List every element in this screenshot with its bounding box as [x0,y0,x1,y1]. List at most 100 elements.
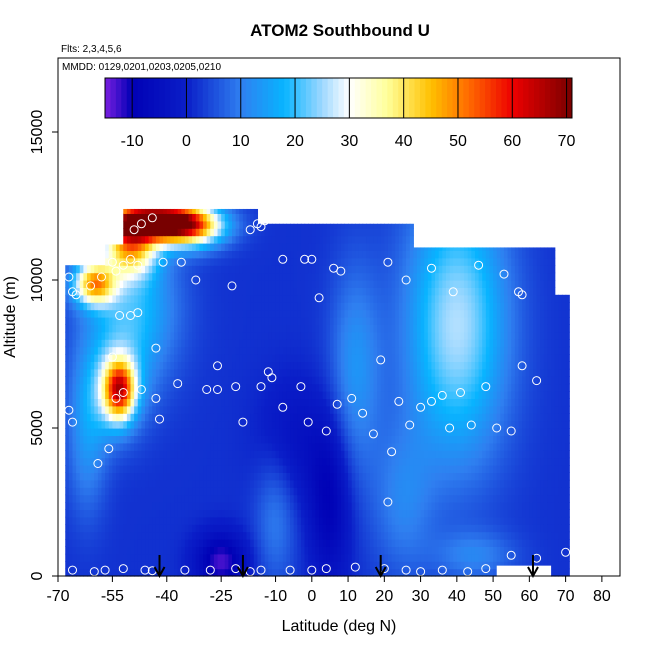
heatmap-cell [116,428,121,436]
heatmap-cell [152,568,157,577]
heatmap-cell [76,502,81,510]
heatmap-cell [123,294,128,303]
heatmap-cell [326,553,331,562]
heatmap-cell [184,561,190,570]
heatmap-cell [174,509,179,518]
heatmap-cell [181,465,186,473]
heatmap-cell [90,331,95,340]
heatmap-cell [308,368,313,377]
heatmap-cell [395,442,400,451]
heatmap-cell [177,220,182,229]
heatmap-cell [406,346,411,355]
heatmap-cell [409,413,414,422]
heatmap-cell [297,561,302,570]
heatmap-cell [402,361,407,370]
heatmap-cell [199,553,204,562]
heatmap-cell [184,339,190,348]
heatmap-cell [282,383,288,392]
heatmap-cell [290,442,295,451]
heatmap-cell [290,479,295,488]
heatmap-cell [290,223,295,229]
heatmap-cell [163,457,168,466]
heatmap-cell [166,435,171,444]
heatmap-cell [322,272,327,281]
heatmap-cell [155,294,161,303]
heatmap-cell [391,435,396,444]
heatmap-cell [228,208,233,214]
heatmap-cell [373,442,378,451]
heatmap-cell [275,235,280,244]
heatmap-cell [177,428,182,436]
heatmap-cell [362,280,367,288]
heatmap-cell [152,553,157,562]
heatmap-cell [355,391,360,399]
heatmap-cell [108,524,113,533]
heatmap-cell [351,398,356,407]
heatmap-cell [188,546,193,555]
heatmap-cell [257,405,262,414]
heatmap-cell [369,487,375,496]
heatmap-cell [253,309,259,318]
heatmap-cell [126,450,132,459]
heatmap-cell [409,465,414,473]
heatmap-cell [217,257,222,266]
heatmap-cell [409,339,414,348]
heatmap-cell [72,524,77,533]
heatmap-cell [224,487,230,496]
heatmap-cell [384,509,389,518]
heatmap-cell [366,479,371,488]
heatmap-cell [326,317,331,325]
heatmap-cell [311,361,317,370]
heatmap-cell [145,391,150,399]
heatmap-cell [87,553,92,562]
heatmap-cell [116,509,121,518]
heatmap-cell [304,509,309,518]
heatmap-cell [304,413,309,422]
heatmap-cell [232,398,237,407]
heatmap-cell [351,265,356,274]
heatmap-cell [351,339,356,348]
heatmap-cell [112,435,117,444]
heatmap-cell [286,280,291,288]
heatmap-cell [203,317,208,325]
heatmap-cell [351,324,356,333]
heatmap-cell [319,324,324,333]
heatmap-cell [65,294,70,303]
heatmap-cell [348,331,353,340]
heatmap-cell [435,368,440,377]
heatmap-cell [355,420,360,429]
heatmap-cell [300,331,306,340]
heatmap-cell [293,472,298,481]
heatmap-cell [366,257,371,266]
heatmap-cell [221,324,226,333]
heatmap-cell [126,509,132,518]
heatmap-cell [319,339,324,348]
heatmap-cell [170,339,175,348]
heatmap-cell [105,509,110,518]
heatmap-cell [116,413,121,422]
heatmap-cell [293,391,298,399]
heatmap-cell [108,331,113,340]
heatmap-cell [358,479,364,488]
heatmap-cell [137,405,142,414]
heatmap-cell [170,324,175,333]
heatmap-cell [213,220,219,229]
heatmap-cell [188,516,193,525]
heatmap-cell [79,568,84,577]
heatmap-cell [130,339,135,348]
heatmap-cell [424,383,429,392]
heatmap-cell [177,287,182,296]
heatmap-cell [155,494,161,503]
heatmap-cell [366,568,371,577]
heatmap-cell [264,420,269,429]
heatmap-cell [181,309,186,318]
heatmap-cell [416,354,422,362]
heatmap-cell [166,465,171,473]
heatmap-cell [286,257,291,266]
heatmap-cell [300,531,306,540]
heatmap-cell [344,428,349,436]
heatmap-cell [246,405,251,414]
heatmap-cell [112,272,117,281]
heatmap-cell [311,487,317,496]
heatmap-cell [297,272,302,281]
